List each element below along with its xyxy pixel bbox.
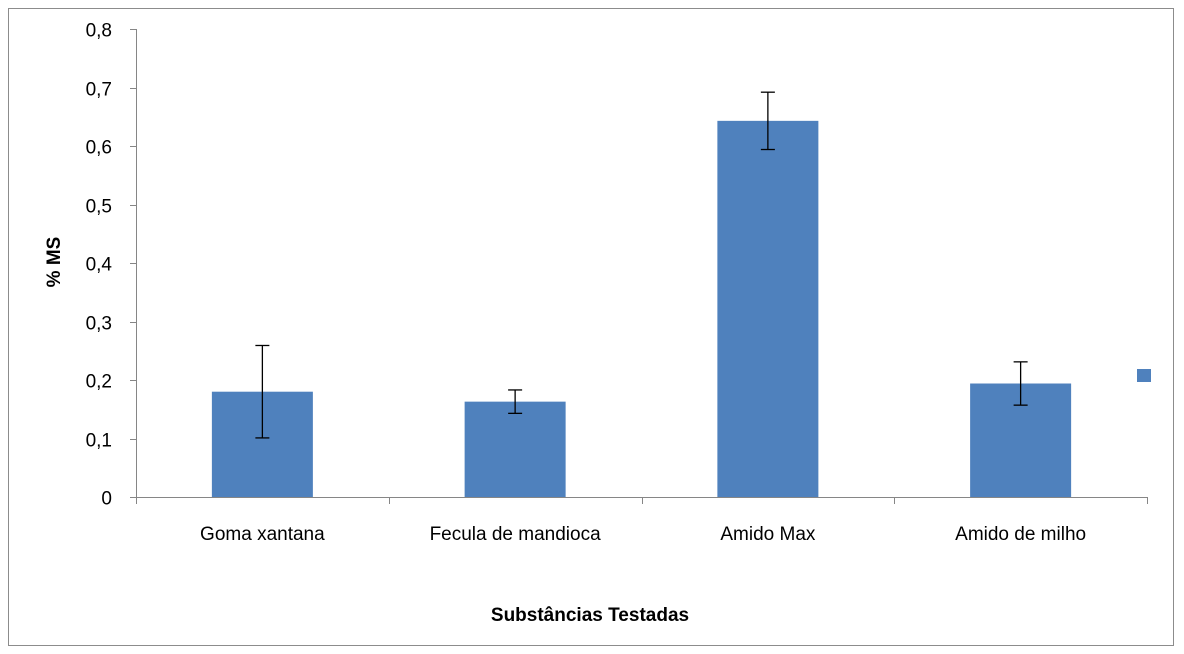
chart-frame: [8, 8, 1174, 646]
bar: [717, 120, 819, 497]
x-tick-label: Amido de milho: [955, 524, 1086, 545]
error-bars: [255, 91, 1028, 439]
y-tick-label: 0,3: [86, 314, 112, 335]
legend-swatch: [1137, 369, 1151, 382]
x-tick-label: Fecula de mandioca: [430, 524, 602, 545]
x-tick-label: Amido Max: [720, 524, 816, 545]
y-axis-ticks: 0 0,1 0,2 0,3 0,4 0,5 0,6 0,7 0,8: [86, 21, 136, 510]
x-tick-label: Goma xantana: [200, 524, 325, 545]
legend: [1137, 369, 1151, 382]
x-axis-tick-labels: Goma xantana Fecula de mandioca Amido Max A…: [200, 524, 1086, 545]
error-bar: [760, 91, 775, 151]
y-tick-label: 0,7: [86, 80, 112, 101]
bar: [464, 401, 566, 497]
y-tick-label: 0: [101, 489, 112, 510]
x-axis-title: Substâncias Testadas: [491, 605, 689, 626]
error-bar: [255, 344, 270, 439]
y-tick-label: 0,1: [86, 431, 112, 452]
y-tick-label: 0,8: [86, 21, 112, 42]
error-bar: [1013, 361, 1028, 406]
y-tick-label: 0,4: [86, 255, 113, 276]
y-tick-label: 0,5: [86, 197, 112, 218]
bars: [211, 120, 1072, 497]
y-tick-label: 0,2: [86, 372, 112, 393]
x-axis-ticks: [136, 497, 1148, 504]
error-bar: [508, 389, 523, 414]
y-axis-title: % MS: [44, 237, 65, 288]
y-tick-label: 0,6: [86, 138, 112, 159]
